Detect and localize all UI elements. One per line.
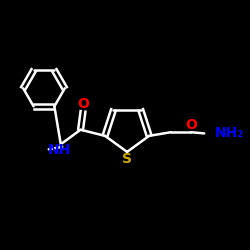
Text: S: S [122, 152, 132, 166]
Text: O: O [185, 118, 197, 132]
Text: NH: NH [48, 143, 71, 157]
Text: O: O [77, 97, 89, 111]
Text: NH₂: NH₂ [215, 126, 244, 140]
